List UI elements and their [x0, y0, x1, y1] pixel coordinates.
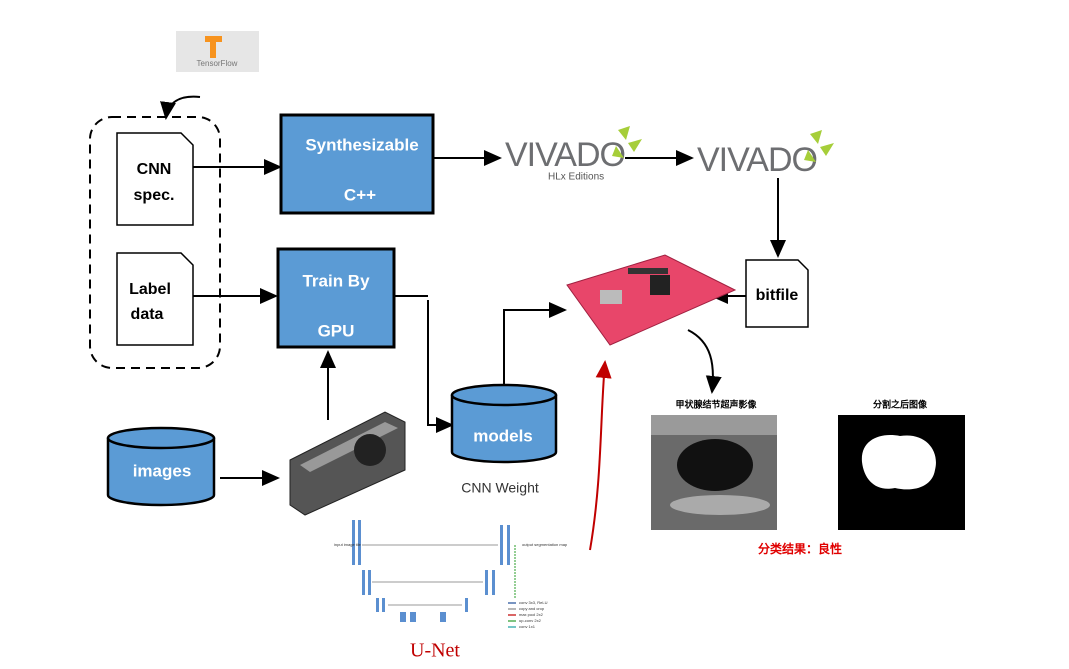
image-title: 分割之后图像: [873, 398, 928, 409]
red-arrow: [589, 360, 612, 551]
legend-text: conv 3x3, ReLU: [519, 600, 548, 605]
box-text: GPU: [318, 321, 355, 340]
train-box: [276, 247, 396, 349]
doc-text: data: [131, 306, 164, 323]
box-text: Train By: [302, 271, 370, 290]
box-text: C++: [344, 185, 376, 204]
doc-text: Label: [129, 281, 171, 298]
doc-text: spec.: [134, 187, 175, 204]
models-db: [450, 383, 558, 464]
vivado-leaf: [804, 130, 834, 162]
images-db: [106, 426, 216, 507]
arrow: [427, 300, 454, 433]
tensorflow-logo: TensorFlow: [176, 31, 259, 72]
arrow: [503, 302, 567, 385]
legend-text: up-conv 2x2: [519, 618, 542, 623]
synth-box: [279, 113, 435, 215]
doc-text: CNN: [137, 161, 172, 178]
classification: 分类结果：良性: [758, 541, 842, 556]
legend-text: max pool 2x2: [519, 612, 544, 617]
label-data-doc: [116, 252, 194, 346]
box-text: Synthesizable: [305, 135, 418, 154]
db-text: images: [133, 461, 192, 480]
image-title: 甲状腺结节超声影像: [675, 398, 757, 409]
gpu-card: [289, 411, 406, 516]
unet-title: U-Net: [410, 640, 460, 662]
ultrasound-image: [651, 415, 777, 530]
logo-text: TensorFlow: [197, 59, 238, 68]
vivado-leaf: [612, 126, 642, 158]
bitfile-doc: [745, 259, 809, 328]
doc-text: bitfile: [756, 287, 799, 304]
unet-figure: [352, 520, 516, 622]
db-text: models: [473, 426, 533, 445]
cnn-spec-doc: [116, 132, 194, 226]
arrow: [160, 95, 201, 120]
legend-text: conv 1x1: [519, 624, 536, 629]
input-group: [89, 116, 221, 369]
vivado-logo: VIVADO: [697, 141, 817, 179]
vivado-edition: HLx Editions: [548, 172, 604, 183]
vivado-logo: VIVADO: [505, 136, 625, 174]
unet-label: output segmentation map: [522, 542, 568, 547]
segmentation-image: [838, 415, 965, 530]
unet-label: input image tile: [334, 542, 362, 547]
caption: CNN Weight: [461, 480, 539, 496]
arrow: [687, 329, 722, 394]
legend-text: copy and crop: [519, 606, 545, 611]
fpga-board: [566, 254, 737, 346]
